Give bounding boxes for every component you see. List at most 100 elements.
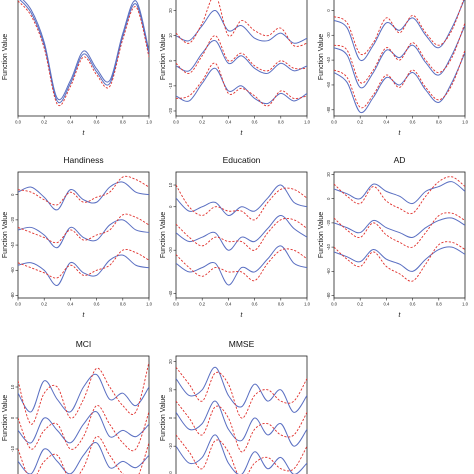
x-tick-label: 1.0 <box>146 302 152 307</box>
plot-frame <box>333 0 466 117</box>
series-line-dashed <box>18 405 149 452</box>
panel-6: 0.0 0.2 0.4 0.6 0.8 1.0 -80 -60 -40 -20 0 20 Functio… <box>318 155 469 319</box>
x-tick-label: 0.0 <box>15 302 21 307</box>
y-tick-label: 0 <box>168 205 173 208</box>
y-tick-label: 0 <box>326 197 331 200</box>
y-axis-label: Function Value <box>160 34 167 80</box>
y-tick-label: -40 <box>326 56 331 63</box>
series-line-dashed <box>334 241 465 282</box>
series-line-solid <box>334 52 465 114</box>
series-line-dashed <box>176 62 307 107</box>
x-axis-label: t <box>398 310 401 319</box>
series-line-dashed <box>334 176 465 215</box>
series-line-solid <box>176 10 307 44</box>
x-tick-label: 0.2 <box>199 302 205 307</box>
series-line-solid <box>334 246 465 272</box>
y-tick-label: 10 <box>168 387 173 392</box>
x-tick-label: 0.2 <box>357 120 363 125</box>
x-tick-label: 0.6 <box>94 120 100 125</box>
x-tick-label: 0.8 <box>278 302 284 307</box>
series-line-dashed <box>176 366 307 419</box>
y-tick-label: 20 <box>168 8 173 13</box>
series-line-solid <box>176 245 307 286</box>
series-line-dashed <box>176 434 307 474</box>
x-tick-label: 1.0 <box>462 120 468 125</box>
y-tick-label: 0 <box>168 59 173 62</box>
x-tick-label: 0.8 <box>120 302 126 307</box>
series-line-dashed <box>334 212 465 248</box>
series-line-solid <box>176 400 307 447</box>
panel-7: -10 0 10 Function Value MCI <box>2 339 150 474</box>
x-tick-label: 0.6 <box>410 120 416 125</box>
x-axis-label: t <box>240 128 243 137</box>
series-line-solid <box>334 0 465 62</box>
panel-1: 0.0 0.2 0.4 0.6 0.8 1.0 Function Value t <box>2 0 153 137</box>
series-line-dashed <box>334 50 465 109</box>
series-line-solid <box>18 254 149 286</box>
y-tick-label: 0 <box>10 193 15 196</box>
x-tick-label: 0.2 <box>357 302 363 307</box>
series-line-solid <box>176 366 307 413</box>
panel-title: Handiness <box>63 155 103 165</box>
y-tick-label: -20 <box>326 219 331 226</box>
series-line-solid <box>334 181 465 205</box>
series-line-solid <box>18 411 149 444</box>
panel-title: MCI <box>76 339 92 349</box>
series-line-dashed <box>176 0 307 47</box>
y-tick-label: 0 <box>168 416 173 419</box>
x-tick-label: 0.2 <box>41 302 47 307</box>
x-tick-label: 0.0 <box>331 120 337 125</box>
x-tick-label: 0.4 <box>67 120 73 125</box>
x-tick-label: 0.4 <box>383 302 389 307</box>
y-tick-label: 10 <box>168 33 173 38</box>
y-tick-label: -40 <box>326 243 331 250</box>
x-tick-label: 1.0 <box>462 302 468 307</box>
series-line-dashed <box>18 175 149 206</box>
x-tick-label: 0.8 <box>278 120 284 125</box>
y-tick-label: -10 <box>168 82 173 89</box>
y-tick-label: -40 <box>168 290 173 297</box>
series-line-dashed <box>18 362 149 425</box>
y-tick-label: -80 <box>10 292 15 299</box>
plot-frame <box>175 0 308 117</box>
series-line-dashed <box>176 248 307 282</box>
y-tick-label: 20 <box>168 359 173 364</box>
series-line-dashed <box>176 184 307 221</box>
y-axis-label: Function Value <box>318 34 325 80</box>
y-axis-label: Function Value <box>2 395 9 441</box>
series-line-solid <box>176 214 307 251</box>
y-tick-label: -20 <box>168 107 173 114</box>
series-line-solid <box>18 373 149 413</box>
x-tick-label: 1.0 <box>304 120 310 125</box>
plot-frame <box>17 171 150 299</box>
panel-title: Education <box>223 155 261 165</box>
series-line-dashed <box>176 35 307 74</box>
panel-2: 0.0 0.2 0.4 0.6 0.8 1.0 -20 -10 0 10 20 Function Va… <box>160 0 311 137</box>
plot-frame <box>333 171 466 299</box>
x-tick-label: 0.0 <box>173 120 179 125</box>
x-tick-label: 0.6 <box>252 120 258 125</box>
series-line-dashed <box>18 213 149 244</box>
x-tick-label: 0.4 <box>67 302 73 307</box>
y-tick-label: -60 <box>10 267 15 274</box>
series-line-dashed <box>176 217 307 251</box>
x-tick-label: 0.2 <box>41 120 47 125</box>
series-line-solid <box>18 181 149 211</box>
y-tick-label: -60 <box>326 81 331 88</box>
panel-title: AD <box>394 155 406 165</box>
panel-4: 0.0 0.2 0.4 0.6 0.8 1.0 -80 -60 -40 -20 0 Function … <box>2 155 153 319</box>
x-axis-label: t <box>398 128 401 137</box>
y-tick-label: -60 <box>326 268 331 275</box>
panel-3: 0.0 0.2 0.4 0.6 0.8 1.0 -80 -60 -40 -20 0 Function … <box>318 0 469 137</box>
series-line-dashed <box>18 0 149 107</box>
x-tick-label: 0.0 <box>331 302 337 307</box>
x-axis-label: t <box>82 310 85 319</box>
plot-frame <box>175 171 308 299</box>
y-tick-label: -80 <box>326 292 331 299</box>
panel-title: MMSE <box>229 339 255 349</box>
x-tick-label: 0.4 <box>383 120 389 125</box>
y-tick-label: 0 <box>10 416 15 419</box>
y-axis-label: Function Value <box>318 212 325 258</box>
x-tick-label: 0.6 <box>252 302 258 307</box>
